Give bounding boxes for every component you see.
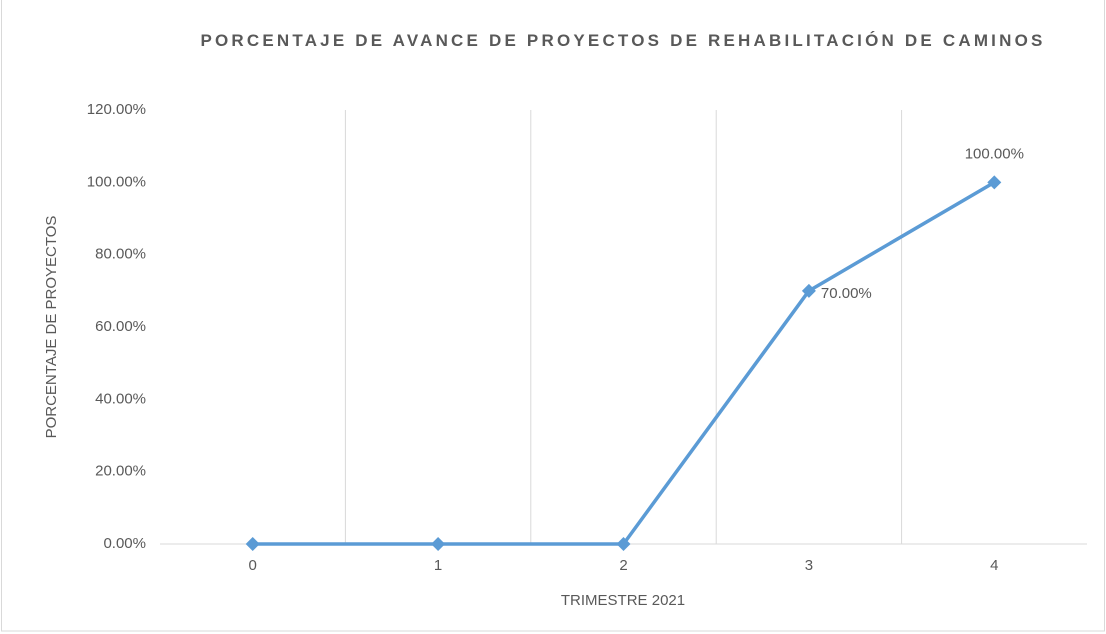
x-tick-label: 1	[434, 557, 442, 574]
y-tick-label: 80.00%	[95, 246, 146, 263]
data-point	[616, 537, 631, 551]
x-tick-label: 3	[805, 557, 813, 574]
data-point	[431, 537, 446, 551]
y-tick-label: 20.00%	[95, 463, 146, 480]
data-label: 100.00%	[965, 145, 1024, 162]
x-tick-label: 0	[249, 557, 257, 574]
data-label: 70.00%	[821, 285, 872, 302]
y-tick-label: 40.00%	[95, 390, 146, 407]
y-tick-label: 120.00%	[87, 101, 146, 118]
x-axis-title: TRIMESTRE 2021	[561, 592, 685, 609]
data-point	[245, 537, 260, 551]
x-tick-label: 4	[990, 557, 998, 574]
y-tick-label: 60.00%	[95, 318, 146, 335]
series-line	[252, 180, 996, 546]
data-point	[987, 175, 1002, 190]
x-tick-label: 2	[619, 557, 627, 574]
data-point	[801, 283, 816, 298]
chart-title: PORCENTAJE DE AVANCE DE PROYECTOS DE REH…	[200, 31, 1046, 50]
y-tick-label: 0.00%	[103, 535, 146, 552]
y-tick-label: 100.00%	[87, 173, 146, 190]
y-axis-title: PORCENTAJE DE PROYECTOS	[43, 216, 60, 439]
